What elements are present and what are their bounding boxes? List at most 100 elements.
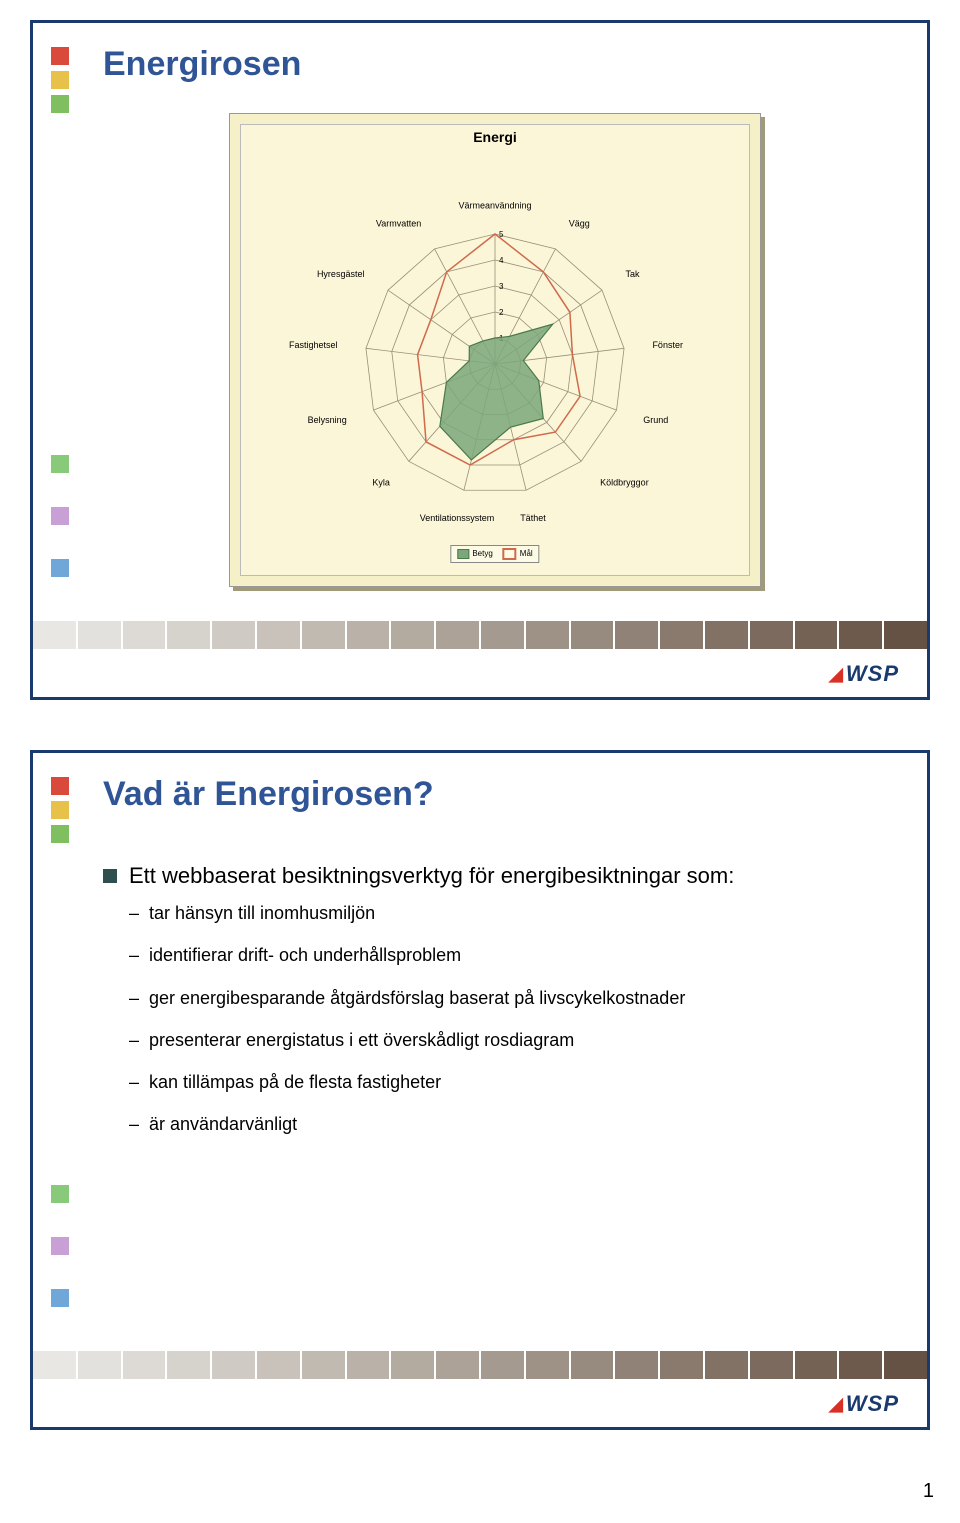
slide-2: Vad är Energirosen? Ett webbaserat besik… [30, 750, 930, 1430]
accent-square [51, 95, 69, 113]
footer-cell [78, 621, 123, 649]
footer-cell [884, 621, 927, 649]
footer-cell [436, 621, 481, 649]
slide-content: Ett webbaserat besiktningsverktyg för en… [103, 863, 887, 1327]
accent-square [51, 455, 69, 473]
footer-cell [660, 621, 705, 649]
logo-triangle-icon: ◢ [829, 1394, 844, 1415]
logo-text: WSP [846, 661, 899, 687]
footer-cell [257, 621, 302, 649]
legend-label-1: Betyg [472, 549, 492, 558]
svg-text:Belysning: Belysning [308, 415, 347, 425]
footer-cell [750, 621, 795, 649]
wsp-logo: ◢ WSP [829, 1391, 899, 1417]
footer-cell [347, 621, 392, 649]
footer-cell [212, 1351, 257, 1379]
footer-cell [257, 1351, 302, 1379]
sub-bullet: kan tillämpas på de flesta fastigheter [129, 1070, 887, 1094]
svg-text:Grund: Grund [643, 415, 668, 425]
svg-text:Hyresgästel: Hyresgästel [317, 269, 365, 279]
footer-cell [705, 1351, 750, 1379]
accent-square [51, 825, 69, 843]
svg-text:3: 3 [499, 282, 504, 291]
footer-cell [526, 1351, 571, 1379]
footer-cell [481, 621, 526, 649]
footer-cell [571, 621, 616, 649]
slide-title: Vad är Energirosen? [103, 775, 434, 814]
footer-cell [660, 1351, 705, 1379]
footer-cell [571, 1351, 616, 1379]
side-markers-top [51, 47, 69, 113]
footer-cell [302, 621, 347, 649]
footer-cell [123, 621, 168, 649]
footer-cell [391, 621, 436, 649]
svg-text:Värmeanvändning: Värmeanvändning [458, 200, 531, 210]
footer-cell [436, 1351, 481, 1379]
svg-text:Varmvatten: Varmvatten [376, 219, 421, 229]
footer-cell [839, 621, 884, 649]
footer-cell [302, 1351, 347, 1379]
main-bullet: Ett webbaserat besiktningsverktyg för en… [103, 863, 887, 889]
footer-cell [481, 1351, 526, 1379]
chart-legend: Betyg Mål [450, 545, 539, 563]
svg-text:Tak: Tak [626, 269, 641, 279]
page-number: 1 [0, 1480, 960, 1523]
slide-content: Energi Värmeanvändning Vägg Tak Fönster Grun… [103, 103, 887, 597]
side-markers-lower [51, 1185, 69, 1307]
footer-band [33, 621, 927, 649]
accent-square [51, 71, 69, 89]
side-markers-lower [51, 455, 69, 577]
slide-1: Energirosen Energi VärmeanvändningVäggTa… [30, 20, 930, 700]
footer-cell [167, 1351, 212, 1379]
footer-cell [884, 1351, 927, 1379]
svg-text:Täthet: Täthet [520, 513, 546, 523]
sub-bullet: identifierar drift- och underhållsproble… [129, 943, 887, 967]
footer-cell [795, 1351, 840, 1379]
svg-text:Fönster: Fönster [652, 340, 683, 350]
svg-text:2: 2 [499, 308, 504, 317]
wsp-logo: ◢ WSP [829, 661, 899, 687]
accent-square [51, 507, 69, 525]
accent-square [51, 559, 69, 577]
footer-cell [705, 621, 750, 649]
radar-chart-inner: Energi Värmeanvändning Vägg Tak Fönster Grun… [240, 124, 750, 576]
footer-cell [391, 1351, 436, 1379]
side-markers-top [51, 777, 69, 843]
svg-text:Kyla: Kyla [372, 478, 390, 488]
radar-chart-outer: Energi Värmeanvändning Vägg Tak Fönster Grun… [229, 113, 761, 587]
accent-square [51, 777, 69, 795]
svg-text:Vägg: Vägg [569, 219, 590, 229]
footer-cell [167, 621, 212, 649]
sub-bullet-list: tar hänsyn till inomhusmiljön identifiera… [129, 901, 887, 1137]
footer-cell [78, 1351, 123, 1379]
svg-text:Fastighetsel: Fastighetsel [289, 340, 338, 350]
footer-cell [615, 621, 660, 649]
accent-square [51, 1237, 69, 1255]
accent-square [51, 801, 69, 819]
svg-text:Köldbryggor: Köldbryggor [600, 478, 649, 488]
footer-cell [33, 621, 78, 649]
logo-text: WSP [846, 1391, 899, 1417]
footer-cell [750, 1351, 795, 1379]
svg-text:4: 4 [499, 256, 504, 265]
accent-square [51, 47, 69, 65]
footer-cell [795, 621, 840, 649]
accent-square [51, 1289, 69, 1307]
sub-bullet: är användarvänligt [129, 1112, 887, 1136]
logo-triangle-icon: ◢ [829, 664, 844, 685]
footer-cell [615, 1351, 660, 1379]
chart-title: Energi [241, 129, 749, 145]
footer-cell [212, 621, 257, 649]
footer-band [33, 1351, 927, 1379]
legend-label-2: Mål [520, 549, 533, 558]
accent-square [51, 1185, 69, 1203]
sub-bullet: presenterar energistatus i ett överskådl… [129, 1028, 887, 1052]
radar-svg: Värmeanvändning Vägg Tak Fönster Grund Köldbr… [255, 159, 735, 559]
footer-cell [33, 1351, 78, 1379]
footer-cell [839, 1351, 884, 1379]
sub-bullet: tar hänsyn till inomhusmiljön [129, 901, 887, 925]
svg-text:Ventilationssystem: Ventilationssystem [420, 513, 495, 523]
legend-item-1: Betyg [457, 549, 492, 559]
footer-cell [347, 1351, 392, 1379]
footer-cell [526, 621, 571, 649]
